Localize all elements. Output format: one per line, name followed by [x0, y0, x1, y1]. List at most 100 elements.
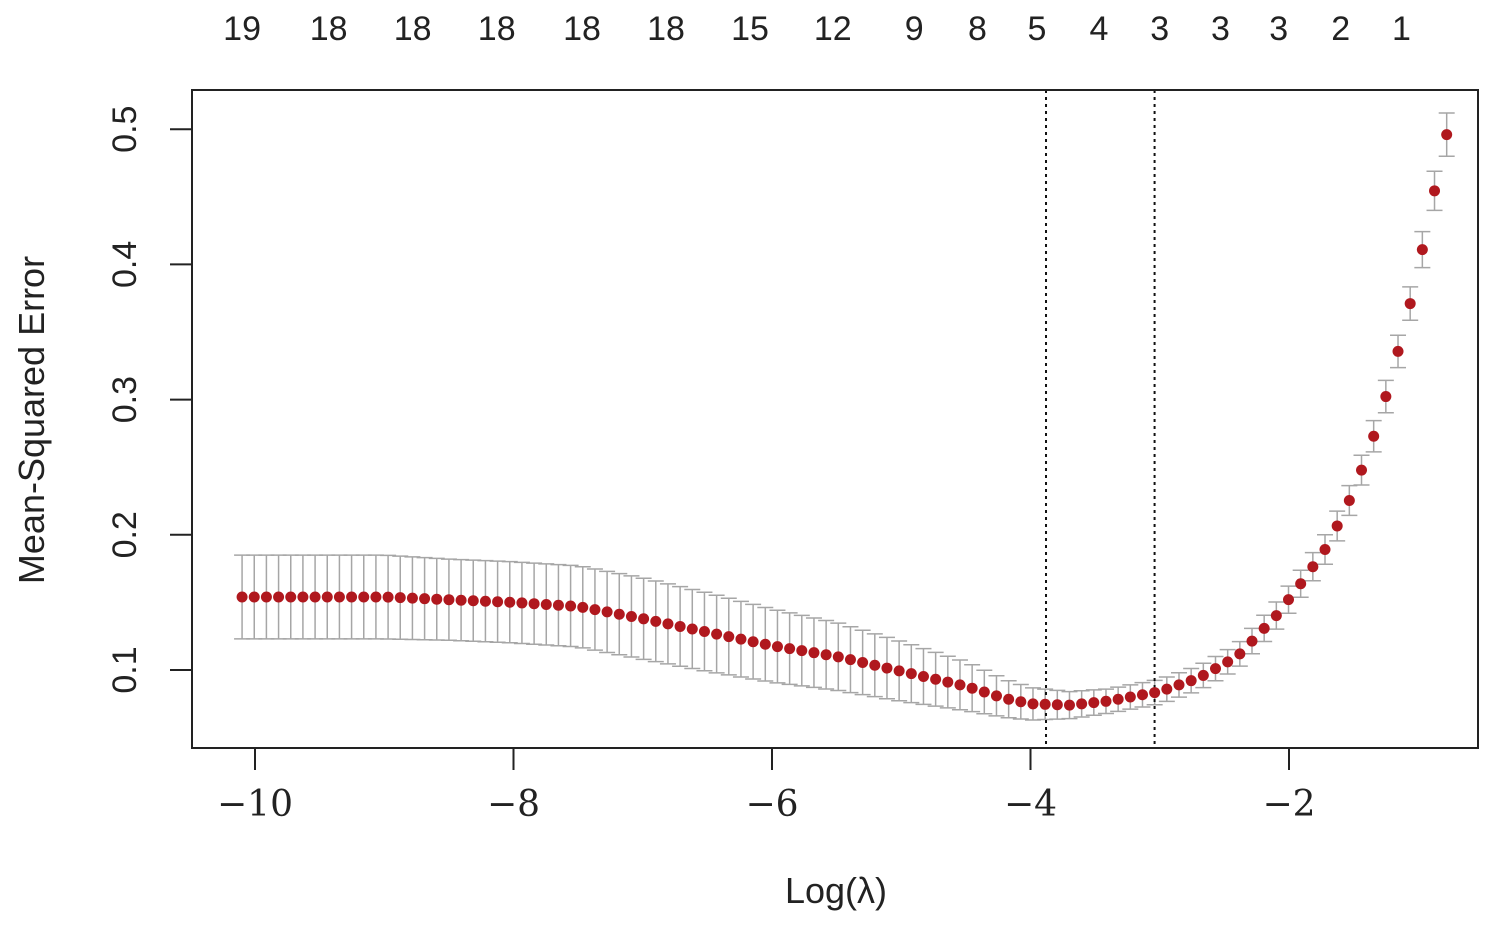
data-point [406, 592, 418, 604]
data-point [565, 600, 577, 612]
data-point [942, 676, 954, 688]
data-point [1149, 687, 1161, 699]
reference-lines [1045, 90, 1156, 748]
data-point [540, 598, 552, 610]
top-axis-label: 12 [814, 10, 852, 48]
data-point [990, 690, 1002, 702]
x-tick-label: −2 [1262, 784, 1315, 825]
data-point [431, 593, 443, 605]
data-point [613, 608, 625, 620]
data-point [1331, 520, 1343, 532]
data-point [455, 594, 467, 606]
data-point [333, 591, 345, 603]
data-point [735, 633, 747, 645]
top-axis-label: 15 [731, 10, 769, 48]
top-axis-label: 9 [905, 10, 924, 48]
data-point [1197, 669, 1209, 681]
data-point [504, 596, 516, 608]
data-point [1441, 129, 1453, 141]
data-point [1161, 683, 1173, 695]
data-point [1319, 544, 1331, 556]
x-tick-label: −8 [487, 784, 540, 825]
data-point [1222, 656, 1234, 668]
data-point [273, 591, 285, 603]
data-point [1368, 430, 1380, 442]
data-point [625, 610, 637, 622]
data-point [309, 591, 321, 603]
data-point [917, 670, 929, 682]
data-point [1136, 689, 1148, 701]
top-axis-label: 5 [1028, 10, 1047, 48]
top-axis-label: 2 [1331, 10, 1350, 48]
data-point [954, 679, 966, 691]
top-axis-label: 3 [1211, 10, 1230, 48]
y-axis-title: Mean-Squared Error [11, 256, 52, 584]
data-point [297, 591, 309, 603]
data-point [1112, 693, 1124, 705]
data-point [638, 613, 650, 625]
data-point [479, 595, 491, 607]
data-point [1307, 561, 1319, 573]
data-point [1051, 699, 1063, 711]
data-point [905, 668, 917, 680]
data-point [516, 597, 528, 609]
plot-frame [191, 89, 1479, 749]
data-point [796, 645, 808, 657]
y-tick-label: 0.4 [106, 241, 144, 288]
points [236, 129, 1453, 711]
data-point [1258, 622, 1270, 634]
data-point [820, 649, 832, 661]
data-point [358, 591, 370, 603]
data-point [601, 606, 613, 618]
x-tick-label: −6 [745, 784, 798, 825]
data-point [1246, 635, 1258, 647]
data-point [1027, 698, 1039, 710]
data-point [930, 673, 942, 685]
data-point [881, 662, 893, 674]
data-point [1429, 185, 1441, 197]
data-point [1173, 679, 1185, 691]
top-axis-label: 18 [563, 10, 601, 48]
x-axis-title: Log(λ) [785, 870, 887, 911]
data-point [1063, 699, 1075, 711]
data-point [869, 659, 881, 671]
data-point [492, 596, 504, 608]
data-point [394, 592, 406, 604]
data-point [674, 620, 686, 632]
data-point [1039, 698, 1051, 710]
data-point [382, 591, 394, 603]
y-tick-label: 0.5 [106, 106, 144, 153]
top-axis-label: 3 [1269, 10, 1288, 48]
data-point [832, 651, 844, 663]
data-point [1124, 691, 1136, 703]
data-point [260, 591, 272, 603]
data-point [1234, 648, 1246, 660]
data-point [467, 595, 479, 607]
data-point [978, 686, 990, 698]
data-point [285, 591, 297, 603]
error-bars [234, 112, 1455, 721]
y-tick-label: 0.3 [106, 376, 144, 423]
data-point [346, 591, 358, 603]
data-point [844, 654, 856, 666]
data-point [1076, 698, 1088, 710]
data-point [528, 598, 540, 610]
data-point [1283, 594, 1295, 606]
data-point [784, 643, 796, 655]
data-point [711, 628, 723, 640]
data-point [650, 615, 662, 627]
data-point [808, 647, 820, 659]
x-tick-label: −10 [217, 784, 293, 825]
y-axis: 0.1 0.2 0.3 0.4 0.5 [106, 106, 193, 694]
data-point [1100, 695, 1112, 707]
top-axis: 19 18 18 18 18 18 15 12 9 8 5 4 3 3 3 2 1 [223, 10, 1411, 48]
top-axis-label: 18 [478, 10, 516, 48]
data-point [1270, 610, 1282, 622]
data-point [419, 593, 431, 605]
data-point [723, 631, 735, 643]
data-point [771, 641, 783, 653]
data-point [321, 591, 333, 603]
top-axis-label: 19 [223, 10, 261, 48]
top-axis-label: 3 [1150, 10, 1169, 48]
data-point [589, 604, 601, 616]
